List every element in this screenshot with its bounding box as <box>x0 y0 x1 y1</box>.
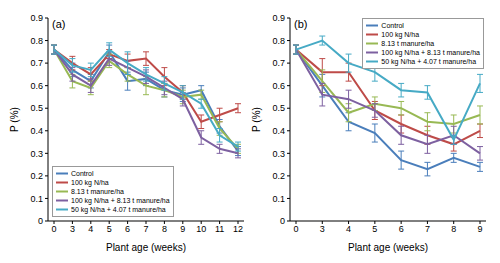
svg-text:5: 5 <box>372 224 377 234</box>
html-text:(b): (b) <box>294 18 308 30</box>
svg-text:0.1: 0.1 <box>30 194 43 204</box>
svg-text:0.8: 0.8 <box>30 36 43 46</box>
svg-text:0.2: 0.2 <box>30 171 43 181</box>
svg-text:6: 6 <box>125 224 130 234</box>
svg-text:0: 0 <box>280 216 285 226</box>
svg-text:0: 0 <box>51 224 56 234</box>
svg-text:P (%): P (%) <box>9 107 20 132</box>
html-text:50 kg N/ha + 4.07 t manure/ha: 50 kg N/ha + 4.07 t manure/ha <box>381 58 477 65</box>
svg-text:7: 7 <box>425 224 430 234</box>
svg-text:0.9: 0.9 <box>30 13 43 23</box>
svg-text:0.4: 0.4 <box>272 126 285 136</box>
svg-text:0.2: 0.2 <box>272 171 285 181</box>
svg-text:9: 9 <box>477 224 482 234</box>
svg-text:0: 0 <box>293 224 298 234</box>
svg-text:11: 11 <box>215 224 224 234</box>
svg-text:10: 10 <box>196 224 206 234</box>
html-text:100 kg N/ha: 100 kg N/ha <box>71 179 109 186</box>
svg-text:9: 9 <box>180 224 185 234</box>
svg-text:0.4: 0.4 <box>30 126 43 136</box>
svg-text:0.8: 0.8 <box>272 36 285 46</box>
svg-text:5: 5 <box>107 224 112 234</box>
html-text:100 kg N/ha + 8.13 t manure/ha: 100 kg N/ha + 8.13 t manure/ha <box>381 49 480 56</box>
svg-text:8: 8 <box>162 224 167 234</box>
svg-text:4: 4 <box>346 224 351 234</box>
svg-text:0.6: 0.6 <box>272 81 285 91</box>
svg-text:0.5: 0.5 <box>272 103 285 113</box>
html-text:100 kg N/ha: 100 kg N/ha <box>381 31 420 38</box>
svg-text:Plant age (weeks): Plant age (weeks) <box>348 242 428 253</box>
html-text:Control: Control <box>71 170 94 177</box>
svg-text:0.3: 0.3 <box>30 149 43 159</box>
html-text:8.13 t manure/ha: 8.13 t manure/ha <box>71 188 124 195</box>
svg-text:0.1: 0.1 <box>272 194 285 204</box>
html-text:100 kg N/ha + 8.13 t manure/ha: 100 kg N/ha + 8.13 t manure/ha <box>71 197 170 204</box>
svg-text:0: 0 <box>38 216 43 226</box>
svg-text:P (%): P (%) <box>251 107 262 132</box>
html-text:(a): (a) <box>52 18 66 30</box>
svg-text:7: 7 <box>143 224 148 234</box>
svg-text:8: 8 <box>451 224 456 234</box>
html-text:Control: Control <box>381 22 404 29</box>
svg-text:3: 3 <box>320 224 325 234</box>
html-text:8.13 t manure/ha: 8.13 t manure/ha <box>381 40 435 47</box>
svg-text:4: 4 <box>88 224 93 234</box>
svg-text:12: 12 <box>233 224 243 234</box>
svg-text:0.6: 0.6 <box>30 81 43 91</box>
svg-text:Plant age (weeks): Plant age (weeks) <box>106 242 186 253</box>
svg-text:3: 3 <box>70 224 75 234</box>
svg-text:6: 6 <box>399 224 404 234</box>
html-text:50 kg N/ha + 4.07 t manure/ha: 50 kg N/ha + 4.07 t manure/ha <box>71 206 166 213</box>
svg-text:0.7: 0.7 <box>30 58 43 68</box>
svg-text:0.9: 0.9 <box>272 13 285 23</box>
svg-text:0.7: 0.7 <box>272 58 285 68</box>
svg-text:0.5: 0.5 <box>30 103 43 113</box>
svg-text:0.3: 0.3 <box>272 149 285 159</box>
